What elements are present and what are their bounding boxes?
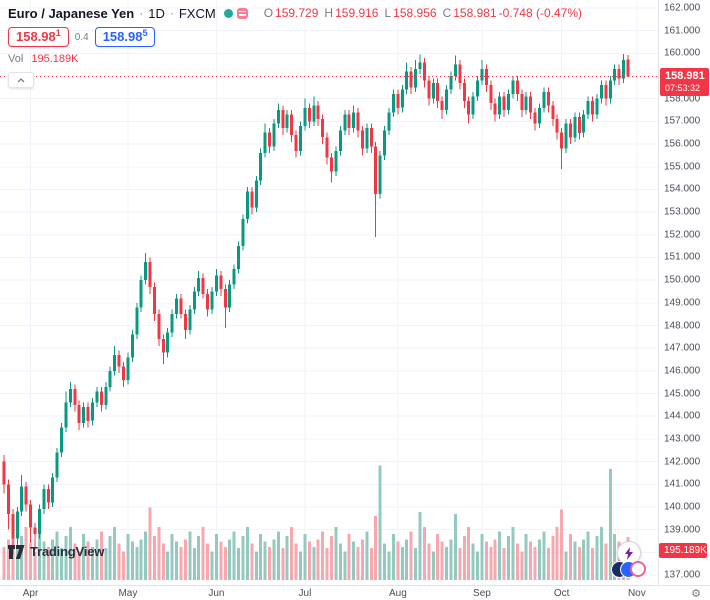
price-tick-label: 160.000 [664,47,701,59]
time-tick-label[interactable]: Apr [22,588,39,599]
sell-button[interactable]: 158.98 1 [8,27,69,47]
buy-price: 158.98 [102,29,143,44]
price-tick-label: 162.000 [664,2,701,14]
close-value: 158.981 [453,6,497,20]
price-tick-label: 143.000 [664,433,701,445]
chart-legend: Euro / Japanese Yen · 1D · FXCM O 159.72… [8,4,582,88]
candlestick-chart[interactable] [0,0,658,585]
lightning-bolt-icon [625,546,633,560]
price-tick-label: 153.000 [664,206,701,218]
low-label: L [384,6,392,20]
ohlc-values: O 159.729 H 159.916 L 158.956 C 158.981 … [258,6,582,20]
current-price-value: 158.981 [665,70,705,83]
price-tick-label: 147.000 [664,342,701,354]
high-label: H [324,6,334,20]
volume-value: 195.189K [31,53,79,65]
volume-row: Vol 195.189K [8,53,582,67]
panel-toggle-icon[interactable] [236,7,248,19]
price-tick-label: 152.000 [664,229,701,241]
market-status-icon[interactable] [223,8,233,18]
volume-label: Vol [8,53,24,65]
open-label: O [263,6,274,20]
sell-price: 158.98 [16,29,56,44]
time-tick-label[interactable]: Jul [298,588,312,599]
tradingview-logo-icon [8,544,25,559]
time-tick-label[interactable]: Jun [208,588,225,599]
price-tick-label: 144.000 [664,410,701,422]
time-tick-label[interactable]: Sep [473,588,491,599]
symbol-row: Euro / Japanese Yen · 1D · FXCM O 159.72… [8,4,582,22]
price-axis[interactable]: 158.981 07:53:32 137.000138.000139.00014… [658,0,710,585]
price-tick-label: 155.000 [664,161,701,173]
time-tick-label[interactable]: Oct [553,588,570,599]
bar-countdown: 07:53:32 [665,83,701,94]
separator-dot: · [139,6,144,20]
separator-dot: · [169,6,174,20]
time-axis[interactable]: ⚙ Apr May Jun Jul Aug Sep Oct Nov [0,585,710,600]
time-tick-label[interactable]: May [118,588,138,599]
price-tick-label: 146.000 [664,365,701,377]
price-tick-label: 149.000 [664,297,701,309]
price-tick-label: 150.000 [664,274,701,286]
change-value: -0.748 (-0.47%) [498,6,582,20]
price-tick-label: 151.000 [664,251,701,263]
buy-button[interactable]: 158.98 5 [94,27,156,47]
price-tick-label: 141.000 [664,478,701,490]
buy-price-sup: 5 [142,28,148,38]
close-label: C [442,6,452,20]
volume-axis-badge: 195.189K [659,543,707,558]
collapse-legend-button[interactable] [8,72,34,88]
price-tick-label: 137.000 [664,569,701,581]
price-tick-label: 157.000 [664,115,701,127]
open-value: 159.729 [275,6,319,20]
time-tick-label[interactable]: Nov [627,588,646,599]
symbol-title[interactable]: Euro / Japanese Yen [8,5,135,21]
price-tick-label: 145.000 [664,388,701,400]
price-tick-label: 142.000 [664,456,701,468]
tradingview-logo-text: TradingView [30,544,105,559]
exchange-label[interactable]: FXCM [178,5,216,21]
current-price-badge: 158.981 07:53:32 [660,68,709,97]
price-tick-label: 158.000 [664,93,701,105]
price-tick-label: 154.000 [664,183,701,195]
price-tick-label: 140.000 [664,501,701,513]
tradingview-logo[interactable]: TradingView [8,544,104,559]
high-value: 159.916 [335,6,379,20]
interval-label[interactable]: 1D [148,5,165,21]
price-tick-label: 148.000 [664,320,701,332]
price-tick-label: 161.000 [664,25,701,37]
time-tick-label[interactable]: Aug [388,588,407,599]
low-value: 158.956 [393,6,437,20]
axis-settings-gear-icon[interactable]: ⚙ [691,588,701,600]
pink-circle-icon [630,561,646,577]
price-tick-label: 156.000 [664,138,701,150]
chevron-up-icon [17,77,25,82]
spread-label: 0.4 [74,31,89,43]
price-tick-label: 139.000 [664,524,701,536]
buy-sell-row: 158.98 1 0.4 158.98 5 [8,27,582,47]
sell-price-sup: 1 [55,28,61,38]
